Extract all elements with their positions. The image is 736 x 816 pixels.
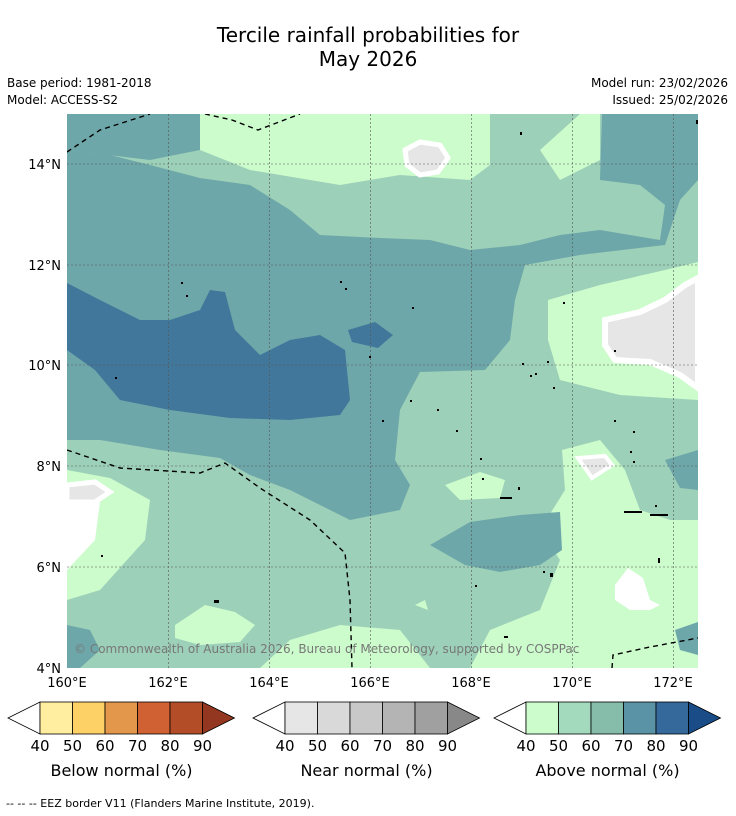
legend-below-label: Below normal (%) [50, 761, 193, 780]
latitude-ticks: 14°N 12°N 10°N 8°N 6°N 4°N [28, 158, 61, 677]
above-tick-60: 60 [581, 737, 600, 755]
above-tick-50: 50 [549, 737, 568, 755]
near-tick-40: 40 [275, 737, 294, 755]
near-swatch-4 [414, 701, 448, 735]
chart-title-line1: Tercile rainfall probabilities for [216, 23, 520, 47]
near-tick-90: 90 [438, 737, 457, 755]
below-swatch-0 [39, 701, 73, 735]
contour-white-west [67, 500, 100, 570]
islands [101, 120, 698, 638]
copyright-notice: © Commonwealth of Australia 2026, Bureau… [74, 642, 579, 656]
below-tick-90: 90 [193, 737, 212, 755]
above-tick-90: 90 [679, 737, 698, 755]
above-tick-80: 80 [646, 737, 665, 755]
near-tick-80: 80 [405, 737, 424, 755]
contour-above-60-sw [67, 625, 100, 668]
above-extend-low [493, 701, 527, 735]
below-tick-40: 40 [30, 737, 49, 755]
longitude-ticks: 160°E 162°E 164°E 166°E 168°E 170°E 172°… [47, 676, 693, 691]
below-swatch-4 [169, 701, 203, 735]
near-extend-high [447, 701, 481, 735]
above-tick-70: 70 [614, 737, 633, 755]
legend-above-label: Above normal (%) [535, 761, 680, 780]
chart-title-line2: May 2026 [318, 47, 418, 71]
below-swatch-2 [104, 701, 138, 735]
contour-above-40-sw [175, 605, 255, 645]
model-run: Model run: 23/02/2026 [590, 76, 728, 90]
model-name: Model: ACCESS-S2 [7, 93, 119, 107]
contour-above-60-south [430, 512, 562, 572]
above-swatch-1 [558, 701, 592, 735]
eez-borders [67, 114, 698, 668]
near-tick-70: 70 [373, 737, 392, 755]
legend-near-label: Near normal (%) [300, 761, 433, 780]
contour-above-40-south [260, 625, 430, 668]
above-tick-40: 40 [516, 737, 535, 755]
lat-tick-12: 12°N [28, 259, 61, 274]
near-tick-60: 60 [340, 737, 359, 755]
lon-tick-172: 172°E [653, 676, 693, 691]
near-swatch-3 [382, 701, 416, 735]
below-swatch-1 [72, 701, 106, 735]
contour-above-70-west [67, 283, 350, 420]
below-tick-80: 80 [160, 737, 179, 755]
contour-above-40-mid [445, 472, 505, 500]
map-area: © Commonwealth of Australia 2026, Bureau… [67, 114, 698, 668]
below-tick-70: 70 [128, 737, 147, 755]
contour-near-40-mid [574, 453, 615, 481]
contour-above-60-se [675, 622, 698, 655]
issued-date: Issued: 25/02/2026 [612, 93, 728, 107]
contour-above-60-nw [67, 114, 200, 160]
lat-tick-14: 14°N [28, 158, 61, 173]
contour-near-40-west [67, 479, 115, 505]
lat-tick-6: 6°N [37, 561, 62, 576]
above-swatch-3 [623, 701, 657, 735]
colorbar-near: 40 50 60 70 80 90 [252, 701, 481, 755]
lon-tick-160: 160°E [47, 676, 87, 691]
contour-near-40-north [402, 139, 451, 178]
above-swatch-0 [525, 701, 559, 735]
lon-tick-166: 166°E [350, 676, 390, 691]
contour-near-40-east [602, 274, 698, 392]
near-tick-50: 50 [308, 737, 327, 755]
lon-tick-168: 168°E [451, 676, 491, 691]
near-swatch-0 [284, 701, 318, 735]
above-swatch-4 [655, 701, 689, 735]
below-tick-60: 60 [95, 737, 114, 755]
lon-tick-162: 162°E [148, 676, 188, 691]
above-swatch-2 [590, 701, 624, 735]
near-swatch-2 [349, 701, 383, 735]
near-swatch-1 [317, 701, 351, 735]
contour-above-60-main [67, 114, 698, 520]
lat-tick-8: 8°N [37, 460, 62, 475]
gridlines [67, 114, 698, 668]
below-extend-low [7, 701, 41, 735]
below-tick-50: 50 [63, 737, 82, 755]
lon-tick-164: 164°E [249, 676, 289, 691]
above-extend-high [688, 701, 722, 735]
contour-above-40-se [470, 440, 698, 668]
lon-tick-170: 170°E [552, 676, 592, 691]
contour-above-40-ne [540, 114, 600, 180]
lat-tick-4: 4°N [37, 662, 62, 677]
colorbar-above: 40 50 60 70 80 90 [493, 701, 722, 755]
colorbar-below: 40 50 60 70 80 90 [7, 701, 236, 755]
below-swatch-3 [137, 701, 171, 735]
below-extend-high [202, 701, 236, 735]
near-extend-low [252, 701, 286, 735]
eez-footer-note: -- -- -- EEZ border V11 (Flanders Marine… [6, 797, 315, 810]
contour-below-40-south [615, 568, 660, 610]
lat-tick-10: 10°N [28, 359, 61, 374]
contour-above-40-dot [415, 600, 428, 610]
base-period: Base period: 1981-2018 [7, 76, 152, 90]
